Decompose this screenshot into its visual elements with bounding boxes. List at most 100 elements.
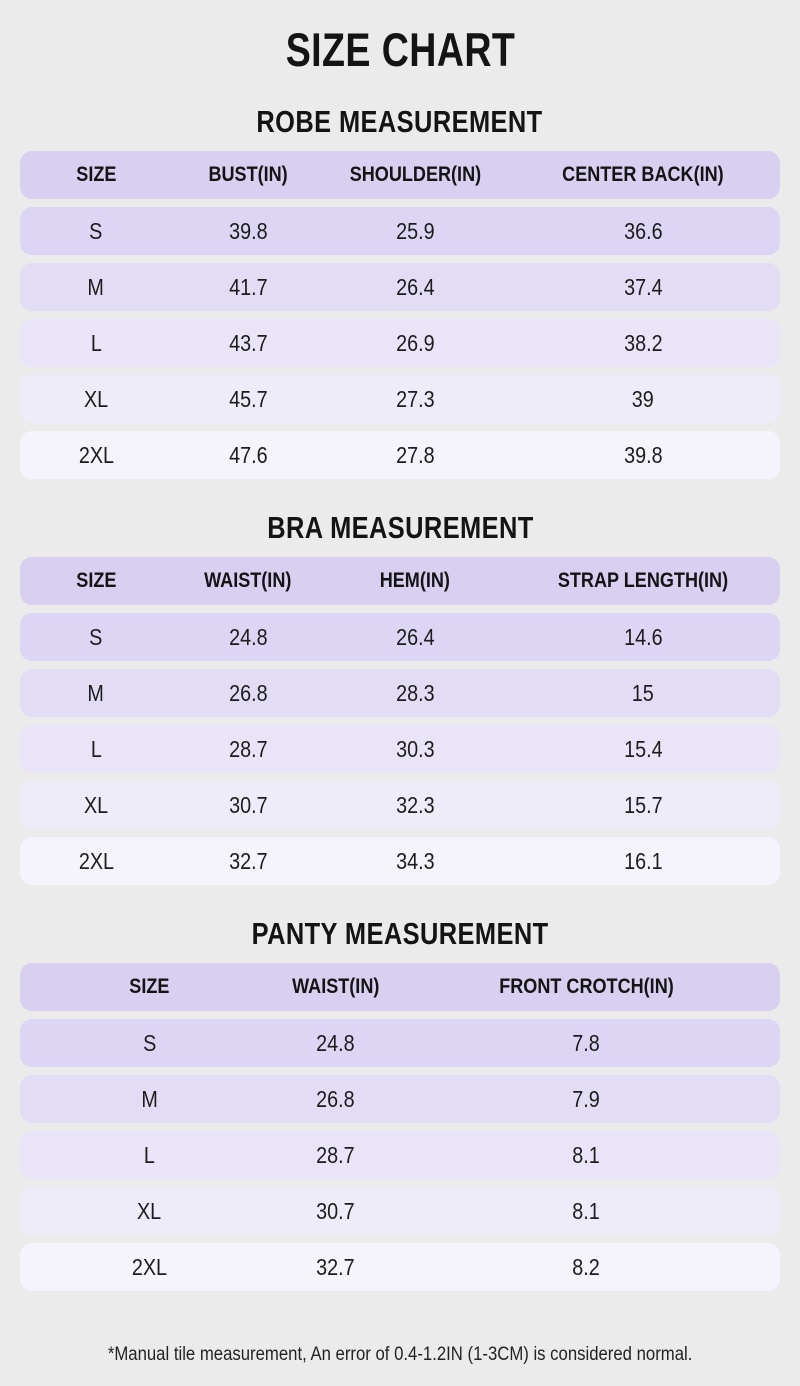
cell: 39 xyxy=(506,386,780,413)
cell: 26.8 xyxy=(172,680,324,707)
cell: M xyxy=(20,274,172,301)
header-cell: SIZE xyxy=(20,975,278,999)
cell: 15.7 xyxy=(506,792,780,819)
table-row: S 24.8 7.8 xyxy=(20,1019,780,1067)
section-title-robe-text: ROBE MEASUREMENT xyxy=(256,104,544,139)
section-panty: PANTY MEASUREMENT SIZE WAIST(IN) FRONT CRO… xyxy=(20,918,780,1291)
cell: 32.7 xyxy=(172,848,324,875)
cell: 26.4 xyxy=(324,624,506,651)
cell-text: 26.8 xyxy=(228,679,268,706)
table-row: XL 45.7 27.3 39 xyxy=(20,375,780,423)
cell: 8.2 xyxy=(392,1254,780,1281)
cell: XL xyxy=(20,386,172,413)
cell-text: 2XL xyxy=(131,1253,167,1280)
table-row: L 28.7 8.1 xyxy=(20,1131,780,1179)
cell: S xyxy=(20,218,172,245)
robe-table: SIZE BUST(IN) SHOULDER(IN) CENTER BACK(IN) S… xyxy=(20,151,780,479)
table-row: M 26.8 28.3 15 xyxy=(20,669,780,717)
cell: L xyxy=(20,1142,278,1169)
cell-text: 26.8 xyxy=(316,1085,355,1112)
cell-text: 28.3 xyxy=(395,679,435,706)
cell: L xyxy=(20,330,172,357)
table-row: L 43.7 26.9 38.2 xyxy=(20,319,780,367)
header-cell-text: HEM(IN) xyxy=(380,569,451,592)
cell: 39.8 xyxy=(172,218,324,245)
cell: 32.7 xyxy=(278,1254,392,1281)
cell: 45.7 xyxy=(172,386,324,413)
cell: 36.6 xyxy=(506,218,780,245)
table-row: M 41.7 26.4 37.4 xyxy=(20,263,780,311)
cell: 2XL xyxy=(20,848,172,875)
header-cell: HEM(IN) xyxy=(324,569,506,593)
cell-text: S xyxy=(89,623,103,650)
table-header-row: SIZE WAIST(IN) HEM(IN) STRAP LENGTH(IN) xyxy=(20,557,780,605)
header-cell-text: STRAP LENGTH(IN) xyxy=(558,569,729,592)
section-title-bra: BRA MEASUREMENT xyxy=(20,512,780,543)
cell: 8.1 xyxy=(392,1198,780,1225)
section-title-panty: PANTY MEASUREMENT xyxy=(20,918,780,949)
cell: 26.8 xyxy=(278,1086,392,1113)
cell: 26.4 xyxy=(324,274,506,301)
cell-text: 16.1 xyxy=(623,847,663,874)
page-title: SIZE CHART xyxy=(20,26,780,73)
header-cell-text: SIZE xyxy=(75,163,117,186)
table-row: S 39.8 25.9 36.6 xyxy=(20,207,780,255)
header-cell: SIZE xyxy=(20,163,172,187)
cell-text: 25.9 xyxy=(395,217,435,244)
table-row: L 28.7 30.3 15.4 xyxy=(20,725,780,773)
page-title-text: SIZE CHART xyxy=(285,23,515,76)
cell: 28.7 xyxy=(172,736,324,763)
table-header-row: SIZE WAIST(IN) FRONT CROTCH(IN) xyxy=(20,963,780,1011)
cell-text: 27.8 xyxy=(395,441,435,468)
cell: 27.3 xyxy=(324,386,506,413)
header-cell-text: SHOULDER(IN) xyxy=(349,163,481,186)
cell-text: 30.7 xyxy=(228,791,268,818)
header-cell: SHOULDER(IN) xyxy=(324,163,506,187)
cell-text: 30.7 xyxy=(316,1197,355,1224)
header-cell-text: WAIST(IN) xyxy=(204,569,292,592)
table-row: XL 30.7 8.1 xyxy=(20,1187,780,1235)
cell: XL xyxy=(20,792,172,819)
cell-text: L xyxy=(90,329,102,356)
cell: 39.8 xyxy=(506,442,780,469)
cell: 34.3 xyxy=(324,848,506,875)
header-cell-text: BUST(IN) xyxy=(208,163,288,186)
cell: 8.1 xyxy=(392,1142,780,1169)
cell-text: 8.1 xyxy=(572,1197,600,1224)
cell-text: 24.8 xyxy=(316,1029,355,1056)
cell: 26.9 xyxy=(324,330,506,357)
cell: 15.4 xyxy=(506,736,780,763)
cell-text: 39.8 xyxy=(623,441,663,468)
header-cell-text: SIZE xyxy=(129,975,170,998)
cell: 30.7 xyxy=(172,792,324,819)
cell: 47.6 xyxy=(172,442,324,469)
cell-text: L xyxy=(90,735,102,762)
cell-text: XL xyxy=(83,385,109,412)
cell-text: 7.9 xyxy=(572,1085,600,1112)
cell: 30.7 xyxy=(278,1198,392,1225)
cell-text: XL xyxy=(83,791,109,818)
cell-text: 15 xyxy=(632,679,655,706)
header-cell-text: CENTER BACK(IN) xyxy=(562,163,724,186)
cell: 30.3 xyxy=(324,736,506,763)
cell-text: S xyxy=(142,1029,156,1056)
cell: M xyxy=(20,1086,278,1113)
cell: 2XL xyxy=(20,1254,278,1281)
cell: 24.8 xyxy=(172,624,324,651)
cell-text: XL xyxy=(137,1197,162,1224)
header-cell: FRONT CROTCH(IN) xyxy=(392,975,780,999)
header-cell: STRAP LENGTH(IN) xyxy=(506,569,780,593)
cell-text: 37.4 xyxy=(623,273,663,300)
cell-text: 7.8 xyxy=(572,1029,600,1056)
cell-text: 8.2 xyxy=(572,1253,600,1280)
section-bra: BRA MEASUREMENT SIZE WAIST(IN) HEM(IN) STRA… xyxy=(20,512,780,885)
cell-text: L xyxy=(143,1141,155,1168)
cell: 43.7 xyxy=(172,330,324,357)
cell-text: 30.3 xyxy=(395,735,435,762)
header-cell: BUST(IN) xyxy=(172,163,324,187)
cell-text: 47.6 xyxy=(228,441,268,468)
cell-text: 26.4 xyxy=(395,623,435,650)
cell: 7.8 xyxy=(392,1030,780,1057)
cell: L xyxy=(20,736,172,763)
